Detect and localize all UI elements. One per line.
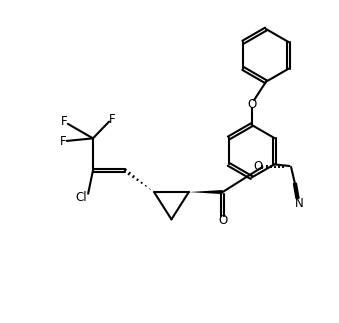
Text: F: F [61,115,67,128]
Text: Cl: Cl [75,191,87,204]
Text: O: O [247,98,256,111]
Text: O: O [254,161,263,173]
Polygon shape [189,190,223,194]
Text: N: N [295,197,304,210]
Text: O: O [218,214,227,227]
Text: F: F [59,135,66,148]
Text: F: F [109,112,116,126]
